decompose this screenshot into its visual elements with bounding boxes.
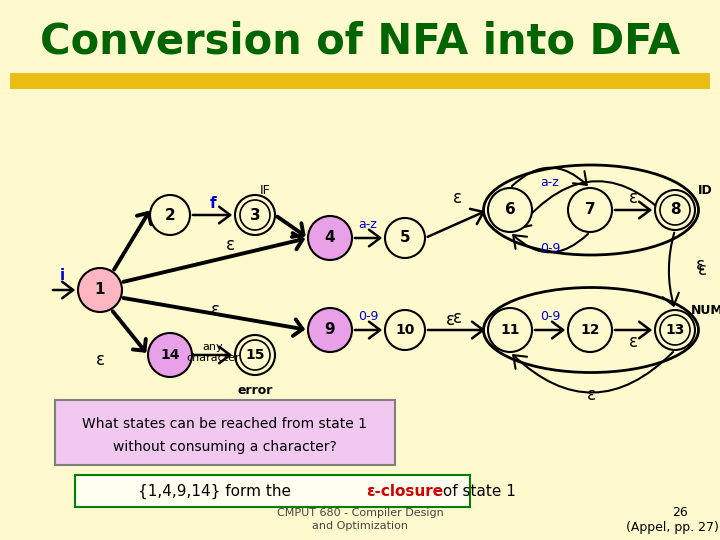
Text: a-z: a-z (359, 219, 377, 232)
Text: f: f (210, 195, 216, 211)
Circle shape (488, 308, 532, 352)
Circle shape (568, 188, 612, 232)
Text: 10: 10 (395, 323, 415, 337)
Text: ε: ε (452, 189, 462, 207)
Text: ε: ε (225, 236, 235, 254)
Circle shape (568, 308, 612, 352)
Text: ε: ε (629, 189, 637, 207)
Circle shape (148, 333, 192, 377)
Text: ε: ε (698, 261, 706, 279)
Text: Conversion of NFA into DFA: Conversion of NFA into DFA (40, 21, 680, 63)
Text: What states can be reached from state 1: What states can be reached from state 1 (83, 417, 367, 431)
Circle shape (78, 268, 122, 312)
Text: NUM: NUM (690, 303, 720, 316)
Text: 2: 2 (165, 207, 176, 222)
Text: 7: 7 (585, 202, 595, 218)
Text: {1,4,9,14} form the: {1,4,9,14} form the (138, 483, 296, 498)
Circle shape (385, 218, 425, 258)
FancyBboxPatch shape (75, 475, 470, 507)
Circle shape (235, 335, 275, 375)
Text: 6: 6 (505, 202, 516, 218)
Text: 0-9: 0-9 (540, 241, 560, 254)
Text: any: any (203, 342, 223, 352)
Text: 13: 13 (665, 323, 685, 337)
Text: ε: ε (452, 309, 462, 327)
Text: ε: ε (210, 301, 220, 319)
Text: CMPUT 680 - Compiler Design: CMPUT 680 - Compiler Design (276, 508, 444, 518)
Text: ID: ID (698, 184, 712, 197)
FancyBboxPatch shape (10, 73, 710, 89)
Circle shape (488, 188, 532, 232)
Circle shape (308, 216, 352, 260)
Text: 5: 5 (400, 231, 410, 246)
Text: ε: ε (696, 256, 704, 274)
Text: 1: 1 (95, 282, 105, 298)
Text: 0-9: 0-9 (540, 310, 560, 323)
FancyBboxPatch shape (55, 400, 395, 465)
Text: ε-closure: ε-closure (366, 483, 443, 498)
Text: 4: 4 (325, 231, 336, 246)
Circle shape (385, 310, 425, 350)
Text: 9: 9 (325, 322, 336, 338)
Text: 8: 8 (670, 202, 680, 218)
Text: i: i (60, 267, 65, 282)
Text: 11: 11 (500, 323, 520, 337)
Text: 26: 26 (672, 507, 688, 519)
Text: character: character (186, 353, 240, 363)
Text: (Appel, pp. 27): (Appel, pp. 27) (626, 522, 719, 535)
Text: 3: 3 (250, 207, 261, 222)
Text: of state 1: of state 1 (438, 483, 516, 498)
Text: ε: ε (96, 351, 104, 369)
Circle shape (308, 308, 352, 352)
Text: ε: ε (446, 311, 454, 329)
Text: ε: ε (587, 386, 595, 404)
Text: and Optimization: and Optimization (312, 521, 408, 531)
Text: IF: IF (260, 184, 271, 197)
Text: a-z: a-z (541, 176, 559, 188)
Text: error: error (238, 383, 273, 396)
Text: ε: ε (629, 333, 637, 351)
Circle shape (235, 195, 275, 235)
Circle shape (655, 190, 695, 230)
Text: 15: 15 (246, 348, 265, 362)
Text: 14: 14 (161, 348, 180, 362)
Text: 0-9: 0-9 (358, 310, 378, 323)
Text: 12: 12 (580, 323, 600, 337)
Circle shape (655, 310, 695, 350)
Text: without consuming a character?: without consuming a character? (113, 440, 337, 454)
Circle shape (150, 195, 190, 235)
